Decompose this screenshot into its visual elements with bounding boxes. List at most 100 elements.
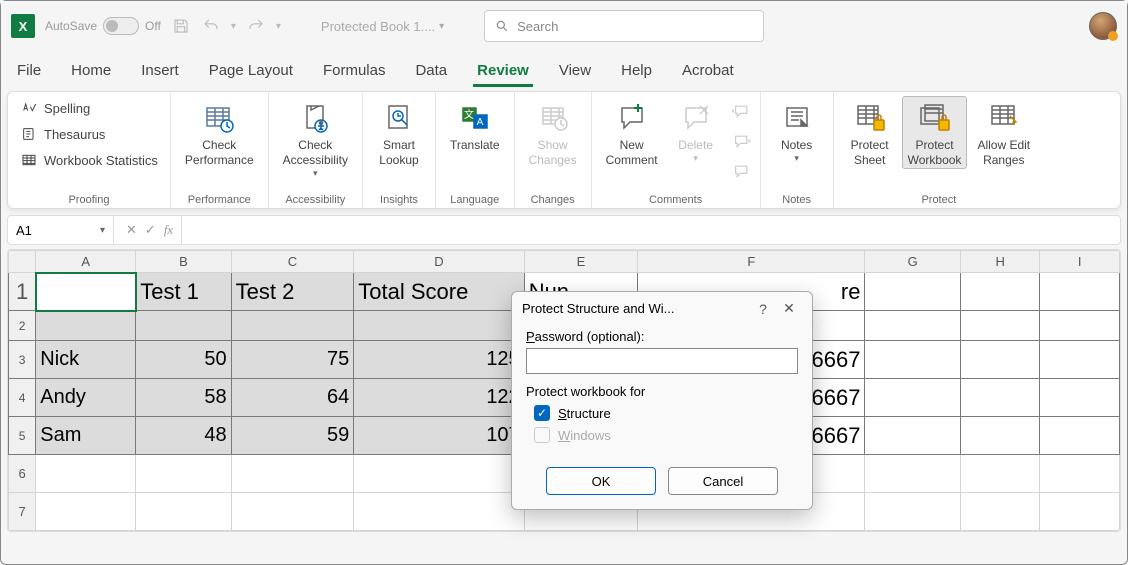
cell[interactable]: Total Score — [354, 273, 524, 311]
cell[interactable] — [231, 455, 354, 493]
col-header[interactable]: A — [36, 251, 136, 273]
user-avatar[interactable] — [1089, 12, 1117, 40]
spelling-button[interactable]: Spelling — [16, 96, 162, 120]
cell[interactable]: Nick — [36, 341, 136, 379]
tab-file[interactable]: File — [13, 56, 45, 87]
new-comment-button[interactable]: New Comment — [600, 96, 664, 168]
redo-dropdown-icon[interactable]: ▾ — [276, 21, 281, 32]
row-header[interactable]: 2 — [9, 311, 36, 341]
cell[interactable] — [136, 493, 231, 531]
row-header[interactable]: 6 — [9, 455, 36, 493]
thesaurus-button[interactable]: Thesaurus — [16, 122, 162, 146]
dialog-close-button[interactable]: ✕ — [776, 300, 802, 317]
title-bar: X AutoSave Off ▾ ▾ Protected Book 1.... … — [1, 1, 1127, 51]
allow-edit-ranges-icon — [986, 100, 1022, 136]
col-header[interactable]: I — [1040, 251, 1120, 273]
col-header[interactable]: F — [638, 251, 865, 273]
search-input[interactable]: Search — [484, 10, 764, 42]
tab-formulas[interactable]: Formulas — [319, 56, 390, 87]
dialog-help-button[interactable]: ? — [750, 301, 776, 317]
cell[interactable]: 50 — [136, 341, 231, 379]
ok-button[interactable]: OK — [546, 467, 656, 495]
tab-page-layout[interactable]: Page Layout — [205, 56, 297, 87]
cell[interactable] — [36, 311, 136, 341]
row-header[interactable]: 1 — [9, 273, 36, 311]
tab-data[interactable]: Data — [411, 56, 451, 87]
tab-home[interactable]: Home — [67, 56, 115, 87]
cell[interactable]: 58 — [136, 379, 231, 417]
save-icon[interactable] — [171, 16, 191, 36]
cell[interactable]: Test 1 — [136, 273, 231, 311]
col-header[interactable]: H — [960, 251, 1040, 273]
cell[interactable]: Andy — [36, 379, 136, 417]
cell[interactable]: Sam — [36, 417, 136, 455]
checkbox-checked-icon: ✓ — [534, 405, 550, 421]
cell[interactable] — [865, 455, 960, 493]
translate-button[interactable]: 文A Translate — [444, 96, 506, 153]
cell[interactable]: Test 2 — [231, 273, 354, 311]
check-accessibility-button[interactable]: Check Accessibility ▾ — [277, 96, 354, 179]
cell[interactable] — [136, 311, 231, 341]
tab-acrobat[interactable]: Acrobat — [678, 56, 738, 87]
cell[interactable]: 107 — [354, 417, 524, 455]
col-header[interactable]: B — [136, 251, 231, 273]
cell[interactable] — [136, 455, 231, 493]
cell[interactable] — [231, 493, 354, 531]
row-header[interactable]: 5 — [9, 417, 36, 455]
cell[interactable]: 64 — [231, 379, 354, 417]
row-header[interactable]: 7 — [9, 493, 36, 531]
redo-icon[interactable] — [246, 16, 266, 36]
protect-workbook-button[interactable]: Protect Workbook — [902, 96, 968, 169]
col-header[interactable]: D — [354, 251, 524, 273]
notes-button[interactable]: Notes ▾ — [769, 96, 825, 164]
smart-lookup-button[interactable]: Smart Lookup — [371, 96, 427, 168]
cancel-button[interactable]: Cancel — [668, 467, 778, 495]
allow-edit-ranges-button[interactable]: Allow Edit Ranges — [971, 96, 1036, 168]
cell[interactable] — [36, 493, 136, 531]
cell[interactable] — [1040, 273, 1120, 311]
comment-nav-buttons — [728, 96, 752, 186]
cell[interactable] — [1040, 455, 1120, 493]
protect-workbook-icon — [917, 100, 953, 136]
cell[interactable]: 59 — [231, 417, 354, 455]
cell[interactable] — [865, 273, 960, 311]
cell[interactable] — [865, 493, 960, 531]
undo-icon[interactable] — [201, 16, 221, 36]
cell[interactable] — [354, 311, 524, 341]
undo-dropdown-icon[interactable]: ▾ — [231, 21, 236, 32]
password-input[interactable] — [526, 348, 798, 374]
cell[interactable]: 75 — [231, 341, 354, 379]
cell[interactable] — [354, 455, 524, 493]
col-header[interactable]: E — [524, 251, 638, 273]
cell[interactable] — [1040, 493, 1120, 531]
row-header[interactable]: 4 — [9, 379, 36, 417]
cell[interactable]: 122 — [354, 379, 524, 417]
autosave-toggle[interactable]: AutoSave Off — [45, 17, 161, 35]
cell[interactable] — [960, 273, 1040, 311]
name-box[interactable]: A1 ▾ — [8, 216, 114, 244]
cell[interactable]: 125 — [354, 341, 524, 379]
cell[interactable] — [231, 311, 354, 341]
tab-insert[interactable]: Insert — [137, 56, 183, 87]
tab-view[interactable]: View — [555, 56, 595, 87]
filename[interactable]: Protected Book 1.... ▾ — [321, 19, 444, 34]
structure-checkbox[interactable]: ✓ Structure — [534, 405, 798, 421]
cell[interactable] — [354, 493, 524, 531]
cell[interactable] — [36, 455, 136, 493]
col-header[interactable]: C — [231, 251, 354, 273]
group-label: Insights — [371, 192, 427, 206]
workbook-statistics-button[interactable]: Workbook Statistics — [16, 148, 162, 172]
cell[interactable] — [36, 273, 136, 311]
row-header[interactable]: 3 — [9, 341, 36, 379]
tab-review[interactable]: Review — [473, 56, 533, 87]
col-header[interactable]: G — [865, 251, 960, 273]
cell[interactable] — [960, 455, 1040, 493]
toggle-icon[interactable] — [103, 17, 139, 35]
cell[interactable] — [960, 493, 1040, 531]
tab-help[interactable]: Help — [617, 56, 656, 87]
chevron-down-icon: ▾ — [313, 168, 318, 179]
fx-icon[interactable]: fx — [164, 222, 173, 238]
cell[interactable]: 48 — [136, 417, 231, 455]
protect-sheet-button[interactable]: Protect Sheet — [842, 96, 898, 168]
check-performance-button[interactable]: Check Performance — [179, 96, 260, 168]
